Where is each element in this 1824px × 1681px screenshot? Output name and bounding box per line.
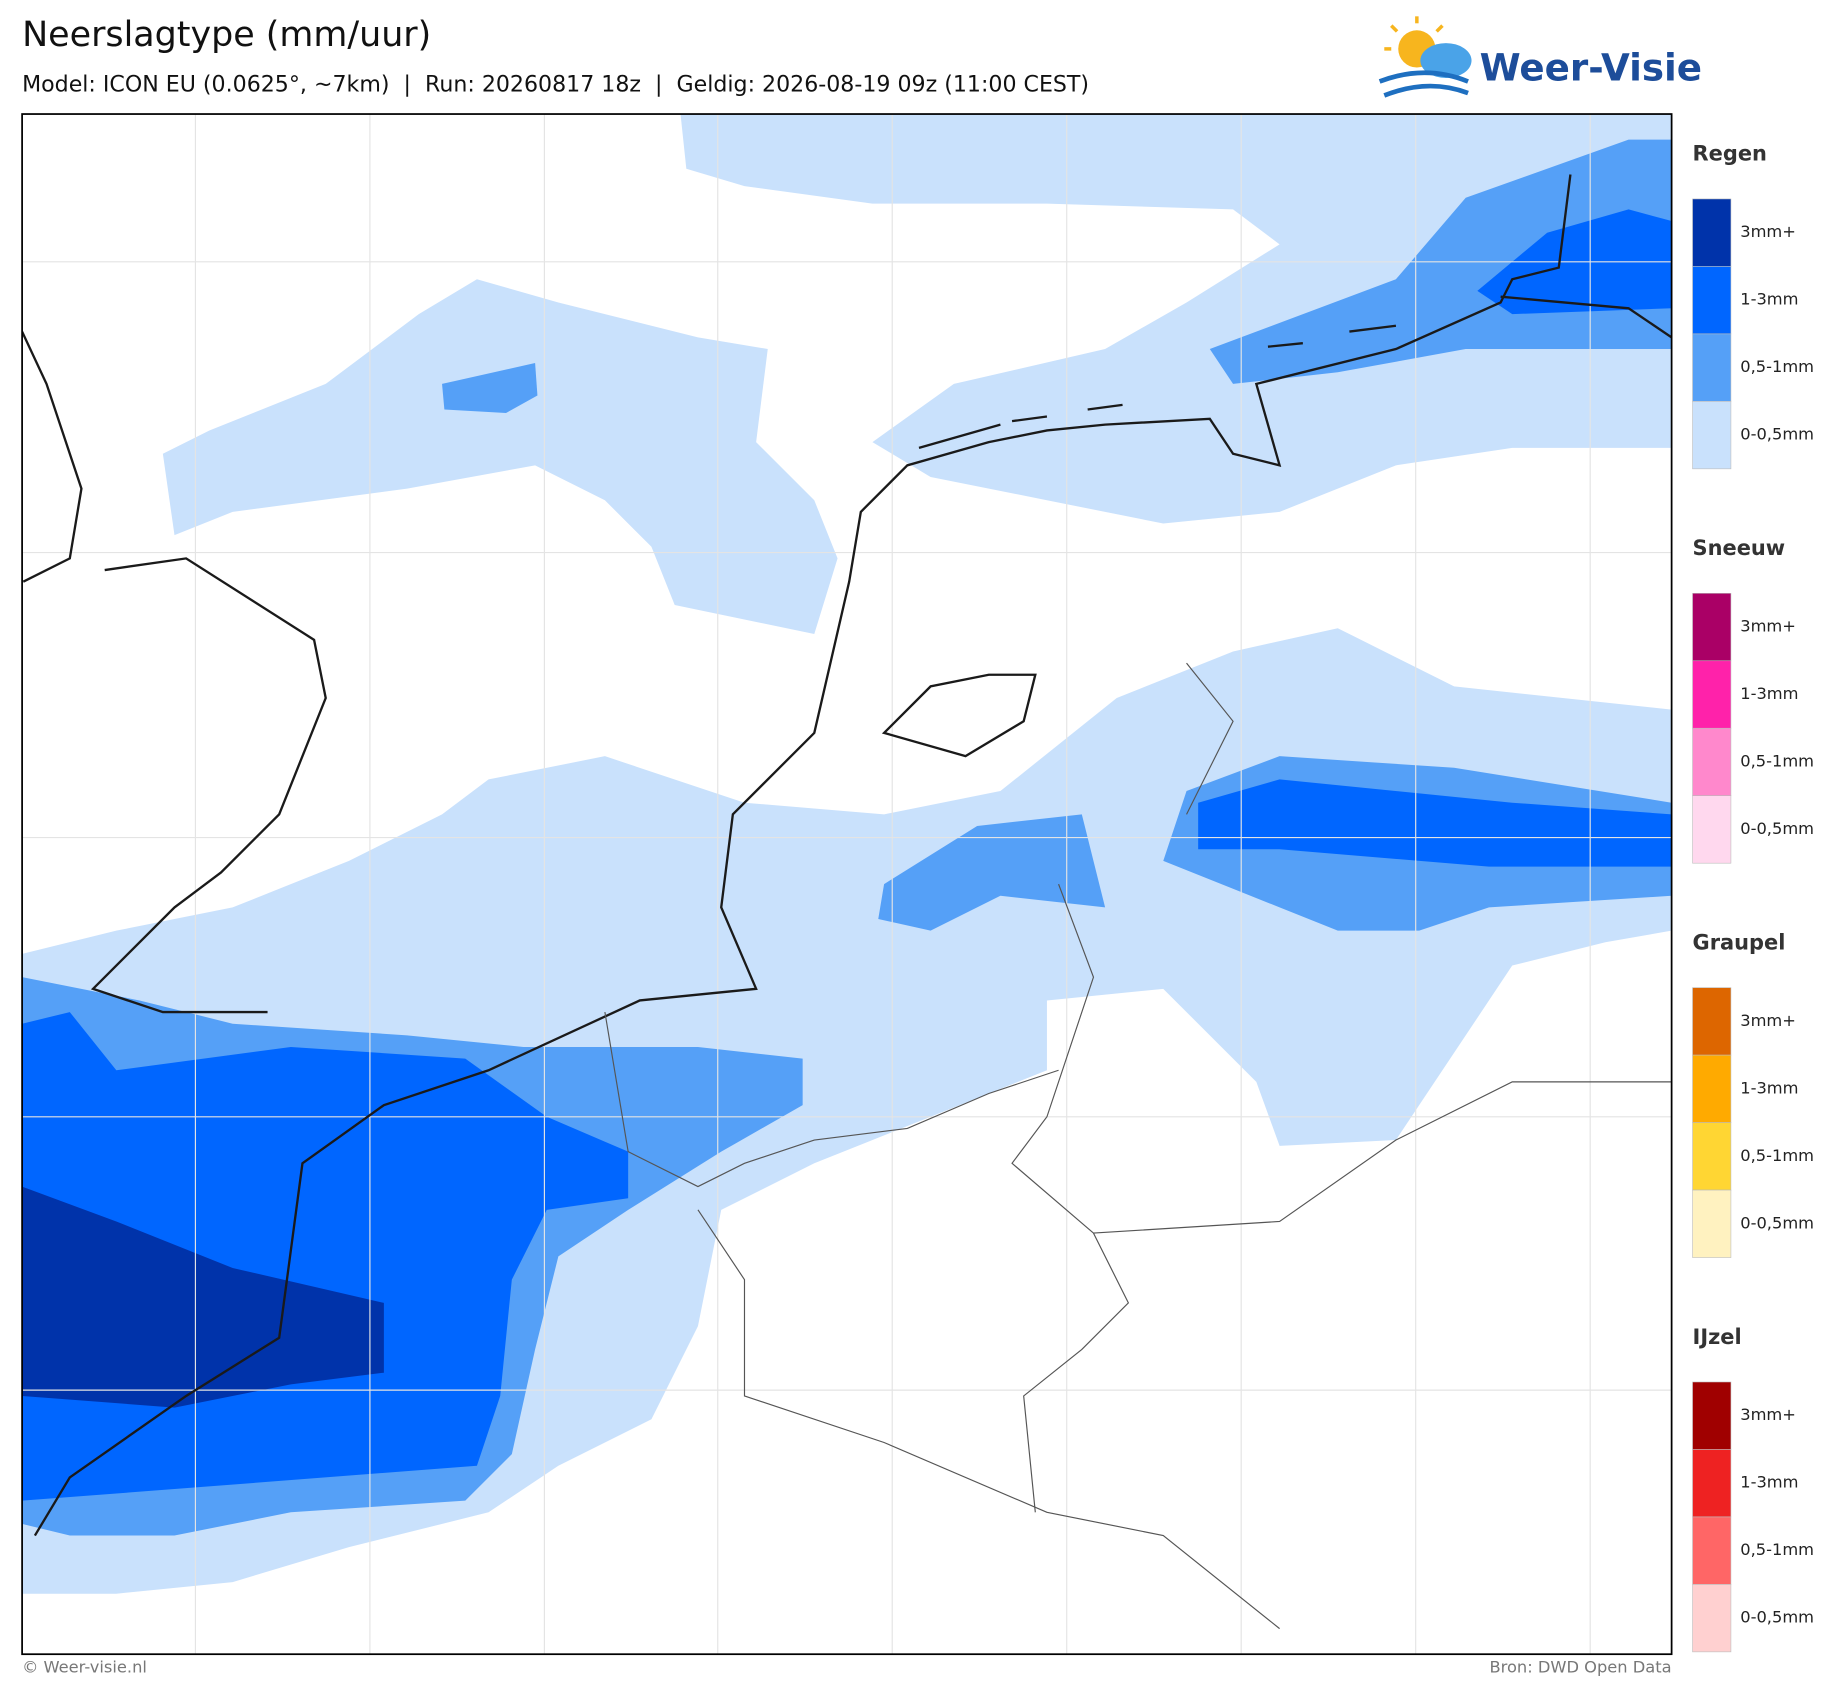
legend-label: 3mm+ xyxy=(1740,222,1796,241)
legend-swatch xyxy=(1692,1054,1732,1123)
legend-swatch xyxy=(1692,727,1732,797)
subtitle: Model: ICON EU (0.0625°, ~7km) | Run: 20… xyxy=(22,71,1089,97)
legend-swatch xyxy=(1692,333,1732,402)
legend-swatch xyxy=(1692,1584,1732,1653)
footer-left: © Weer-visie.nl xyxy=(22,1658,147,1677)
footer-right: Bron: DWD Open Data xyxy=(1489,1658,1671,1677)
legend-swatch xyxy=(1692,593,1732,662)
legend-title: Regen xyxy=(1693,142,1767,166)
legend-swatch xyxy=(1692,198,1732,267)
map-frame xyxy=(21,113,1673,1656)
precip-very-heavy xyxy=(22,1186,384,1408)
logo-text: Weer-Visie xyxy=(1480,45,1702,89)
legend-label: 1-3mm xyxy=(1740,684,1798,703)
legend-swatch xyxy=(1692,987,1732,1056)
legend-label: 0-0,5mm xyxy=(1740,1213,1814,1232)
legend-label: 1-3mm xyxy=(1740,1078,1798,1097)
legend-title: Sneeuw xyxy=(1693,536,1786,560)
legend-swatch xyxy=(1692,1516,1732,1585)
legend-label: 3mm+ xyxy=(1740,1011,1796,1030)
legend-label: 1-3mm xyxy=(1740,290,1798,309)
legend-label: 0-0,5mm xyxy=(1740,425,1814,444)
map xyxy=(22,114,1672,1655)
legend-label: 0-0,5mm xyxy=(1740,1608,1814,1627)
borders xyxy=(604,662,1672,1630)
legend-swatch xyxy=(1692,660,1732,729)
legend-label: 1-3mm xyxy=(1740,1473,1798,1492)
legend-label: 0,5-1mm xyxy=(1740,1540,1814,1559)
legend-label: 0-0,5mm xyxy=(1740,819,1814,838)
title: Neerslagtype (mm/uur) xyxy=(22,15,431,55)
legend-swatch xyxy=(1692,795,1732,864)
legend-title: Graupel xyxy=(1693,930,1786,954)
legend-label: 3mm+ xyxy=(1740,1405,1796,1424)
legend-label: 0,5-1mm xyxy=(1740,1146,1814,1165)
coastlines xyxy=(22,174,1672,1537)
legend-label: 3mm+ xyxy=(1740,617,1796,636)
legend-label: 0,5-1mm xyxy=(1740,357,1814,376)
legend-swatch xyxy=(1692,266,1732,335)
legend-swatch xyxy=(1692,1381,1732,1450)
legend-swatch xyxy=(1692,1189,1732,1258)
legend-swatch xyxy=(1692,401,1732,470)
logo: Weer-Visie xyxy=(1378,16,1702,98)
grid xyxy=(22,114,1672,1655)
legend: Regen 3mm+ 1-3mm 0,5-1mm 0-0,5mm Sneeuw 3mm+ 1-… xyxy=(1692,142,1814,1653)
legend-swatch xyxy=(1692,1449,1732,1518)
legend-swatch xyxy=(1692,1122,1732,1191)
legend-label: 0,5-1mm xyxy=(1740,751,1814,770)
legend-title: IJzel xyxy=(1693,1325,1742,1349)
